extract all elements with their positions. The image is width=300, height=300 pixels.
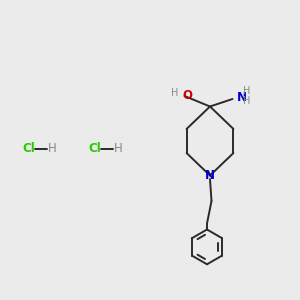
Text: Cl: Cl [88,142,101,155]
Text: H: H [114,142,123,155]
Text: N: N [205,169,215,182]
Text: Cl: Cl [22,142,35,155]
Text: H: H [243,86,250,96]
Text: H: H [48,142,57,155]
Text: O: O [182,88,192,102]
Text: H: H [171,88,178,98]
Text: N: N [237,91,247,104]
Text: H: H [243,96,250,106]
